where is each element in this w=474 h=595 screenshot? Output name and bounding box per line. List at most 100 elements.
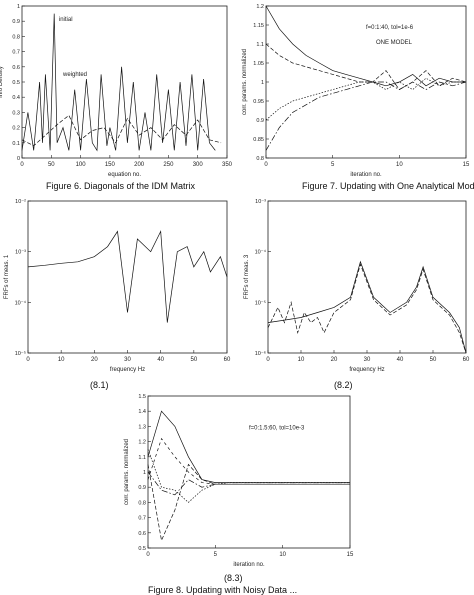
series-line: [147, 410, 350, 483]
x-tick-label: 100: [76, 162, 87, 168]
x-axis-label: iteration no.: [350, 172, 382, 178]
y-tick-label: 0.6: [138, 531, 146, 537]
y-tick-label: 0.95: [253, 99, 264, 105]
x-tick-label: 0: [26, 357, 30, 363]
y-tick-label: 1.3: [138, 424, 146, 430]
y-tick-label: 0.9: [138, 485, 146, 491]
figure-8-3-panel: 0 5 10 15 0.5 0.6 0.7 0.8 0.9 1 1.1 1.2 1.3 1.4 1.5 ite…: [122, 390, 358, 570]
x-tick-label: 40: [157, 357, 164, 363]
x-tick-label: 15: [463, 162, 470, 168]
x-axis-label: equation no.: [108, 172, 141, 178]
series-line: [267, 260, 467, 354]
x-tick-label: 30: [124, 357, 131, 363]
y-axis-label: Info Density: [0, 66, 4, 98]
figure-6-panel: 0 50 100 150 200 250 300 350 0 0.1 0.2 0.3 0.4 0.5 0.6…: [0, 0, 235, 180]
y-tick-label: 0.8: [138, 500, 146, 506]
x-tick-label: 0: [264, 162, 268, 168]
x-tick-label: 200: [134, 162, 145, 168]
y-tick-label: 0.7: [138, 516, 146, 522]
x-tick-label: 60: [463, 357, 470, 363]
plot-frame: [267, 200, 467, 354]
series-line: [265, 77, 466, 121]
series-line: [265, 81, 467, 151]
y-tick-label: 0.2: [12, 126, 20, 132]
x-tick-label: 10: [279, 552, 286, 558]
x-tick-label: 5: [214, 552, 218, 558]
y-tick-label: 1.15: [253, 23, 264, 29]
y-tick-label: 10⁻²: [15, 199, 26, 205]
plot-frame: [27, 200, 228, 354]
figure-8-3-chart: 0 5 10 15 0.5 0.6 0.7 0.8 0.9 1 1.1 1.2 1.3 1.4 1.5 ite…: [124, 394, 354, 568]
y-tick-label: 0.7: [12, 50, 20, 56]
y-tick-label: 1: [17, 4, 20, 10]
y-tick-label: 1.5: [138, 394, 146, 400]
y-tick-label: 10⁻⁴: [15, 299, 27, 306]
x-tick-label: 10: [298, 357, 305, 363]
y-tick-label: 0.9: [12, 19, 20, 25]
x-tick-label: 10: [58, 357, 65, 363]
x-tick-label: 5: [331, 162, 335, 168]
x-tick-label: 40: [397, 357, 404, 363]
annotation: ONE MODEL: [376, 40, 413, 46]
series-line: [21, 114, 222, 147]
series-line: [147, 449, 350, 503]
y-tick-label: 10⁻⁶: [255, 350, 266, 357]
y-axis-label: corr. params. normalized: [124, 439, 130, 505]
y-tick-label: 10⁻⁵: [255, 299, 266, 306]
x-tick-label: 300: [193, 162, 204, 168]
y-tick-label: 1.2: [138, 440, 146, 446]
figure-8-1-panel: 0 10 20 30 40 50 60 10⁻² 10⁻³ 10⁻⁴ 10⁻⁵ frequency H…: [0, 195, 235, 375]
y-tick-label: 1: [143, 470, 146, 476]
y-tick-label: 1.1: [256, 42, 264, 48]
y-tick-label: 10⁻³: [15, 250, 26, 256]
x-tick-label: 10: [396, 162, 403, 168]
x-tick-label: 50: [430, 357, 437, 363]
y-tick-label: 0.85: [253, 137, 264, 143]
series-line: [147, 437, 350, 485]
figure-6-caption: Figure 6. Diagonals of the IDM Matrix: [46, 181, 196, 191]
series-line: [147, 463, 350, 542]
y-tick-label: 1.2: [256, 4, 264, 10]
annotation: weighted: [62, 72, 87, 78]
plot-frame: [147, 395, 351, 549]
figure-8-1-label: (8.1): [90, 380, 109, 390]
x-axis-label: iteration no.: [233, 562, 265, 568]
y-tick-label: 0.5: [138, 546, 146, 552]
figure-7-chart: 0 5 10 15 0.8 0.85 0.9 0.95 1 1.05 1.1 1.15 1.2 itera…: [242, 4, 470, 178]
y-tick-label: 0.4: [12, 95, 20, 101]
figure-8-2-chart: 0 10 20 30 40 50 60 10⁻³ 10⁻⁴ 10⁻⁵ 10⁻⁶ frequency H…: [244, 199, 470, 373]
figure-8-3-label: (8.3): [224, 573, 243, 583]
x-tick-label: 50: [48, 162, 55, 168]
x-axis-label: frequency Hz: [110, 367, 145, 373]
y-tick-label: 10⁻⁵: [15, 350, 26, 357]
figure-6-chart: 0 50 100 150 200 250 300 350 0 0.1 0.2 0.3 0.4 0.5 0.6…: [0, 4, 233, 178]
x-tick-label: 350: [222, 162, 233, 168]
annotation: f=0:1.5:60, tol=10e-3: [249, 425, 305, 431]
y-axis-label: corr. params. normalized: [242, 49, 248, 115]
y-tick-label: 0.8: [256, 156, 264, 162]
x-tick-label: 0: [20, 162, 24, 168]
figure-8-2-label: (8.2): [334, 380, 353, 390]
series-line: [27, 230, 228, 323]
series-line: [267, 263, 467, 354]
y-tick-label: 0: [17, 156, 20, 162]
y-tick-label: 0.8: [12, 34, 20, 40]
y-tick-label: 0.9: [256, 118, 264, 124]
figure-8-caption: Figure 8. Updating with Noisy Data ...: [148, 585, 298, 595]
y-tick-label: 0.5: [12, 80, 20, 86]
x-tick-label: 30: [364, 357, 371, 363]
series-line: [147, 471, 350, 496]
x-tick-label: 60: [224, 357, 231, 363]
series-line: [265, 43, 467, 91]
annotation: initial: [59, 17, 73, 23]
x-tick-label: 50: [190, 357, 197, 363]
y-axis-label: FRFs of meas. 1: [4, 254, 10, 299]
series-line: [265, 5, 466, 87]
y-tick-label: 0.3: [12, 110, 20, 116]
x-tick-label: 0: [266, 357, 270, 363]
y-tick-label: 10⁻⁴: [255, 249, 267, 256]
x-tick-label: 150: [105, 162, 116, 168]
y-tick-label: 0.6: [12, 65, 20, 71]
y-tick-label: 1.1: [138, 455, 146, 461]
y-tick-label: 10⁻³: [255, 199, 266, 205]
